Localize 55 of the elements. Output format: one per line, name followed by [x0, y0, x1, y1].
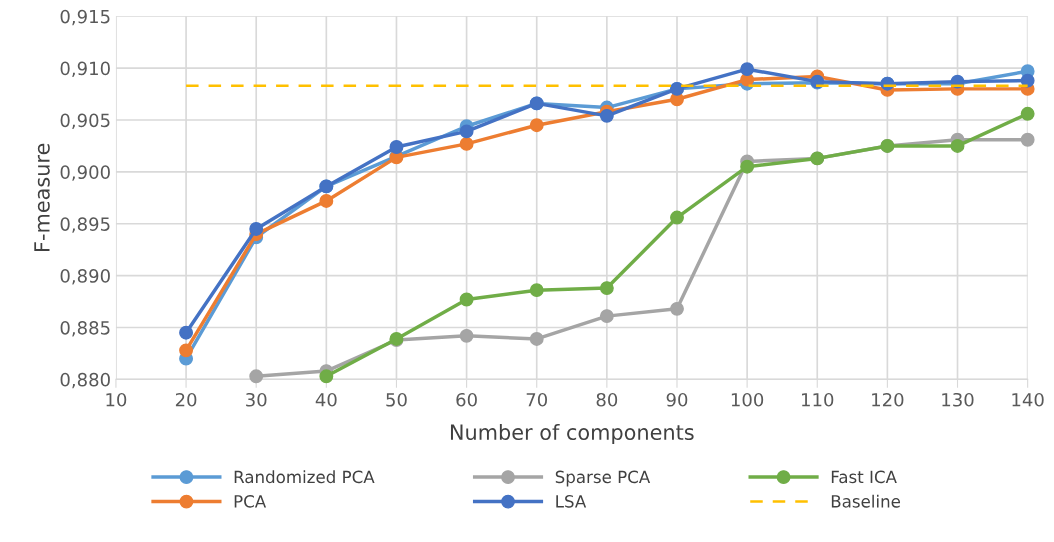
x-tick-label: 30: [246, 392, 267, 407]
point: [1020, 106, 1035, 121]
y-tick-label: 0,880: [60, 372, 110, 389]
point: [670, 210, 684, 225]
x-tick-label: 130: [942, 392, 974, 407]
legend-label: Randomized PCA: [234, 470, 375, 484]
point: [1020, 73, 1035, 88]
point: [529, 118, 544, 133]
x-tick-label: 60: [456, 392, 477, 407]
legend-label: LSA: [556, 495, 587, 508]
x-tick-label: 10: [106, 392, 127, 407]
x-tick-label: 80: [596, 392, 618, 407]
point: [670, 301, 684, 316]
point: [529, 331, 544, 346]
legend-label: Sparse PCA: [555, 470, 651, 487]
point: [459, 292, 474, 307]
y-tick-label: 0,910: [60, 61, 110, 78]
legend-label: Baseline: [831, 494, 901, 508]
point: [459, 124, 474, 139]
x-axis-title: Number of components: [450, 423, 694, 445]
point: [179, 343, 194, 358]
point: [459, 328, 474, 343]
y-tick-label: 0,915: [60, 9, 110, 26]
x-tick-label: 70: [526, 392, 548, 407]
point: [459, 136, 474, 151]
point: [389, 140, 404, 154]
legend-label: Fast ICA: [831, 470, 897, 484]
y-tick-label: 0,905: [60, 113, 110, 129]
point: [599, 309, 614, 324]
point: [249, 222, 264, 236]
y-tick-label: 0,885: [60, 320, 110, 337]
y-tick-label: 0,890: [60, 269, 110, 285]
legend-label: PCA: [234, 495, 267, 508]
point: [740, 62, 755, 77]
point: [599, 281, 614, 296]
point: [740, 159, 755, 174]
x-tick-label: 120: [872, 392, 904, 407]
point: [249, 369, 264, 384]
y-tick-label: 0,900: [60, 165, 110, 181]
x-tick-label: 110: [802, 392, 834, 407]
point: [319, 369, 334, 384]
point: [1020, 132, 1035, 147]
x-tick-label: 100: [731, 392, 764, 407]
x-tick-label: 40: [315, 392, 337, 407]
point: [179, 325, 194, 340]
x-tick-label: 140: [1012, 392, 1044, 407]
x-tick-label: 20: [175, 392, 197, 407]
point: [599, 108, 614, 123]
x-tick-label: 90: [666, 392, 688, 407]
point: [529, 283, 544, 298]
y-tick-label: 0,895: [60, 217, 110, 233]
x-tick-label: 50: [386, 392, 407, 407]
point: [950, 139, 965, 153]
point: [319, 193, 334, 208]
y-axis-title: F-measure: [34, 143, 50, 251]
